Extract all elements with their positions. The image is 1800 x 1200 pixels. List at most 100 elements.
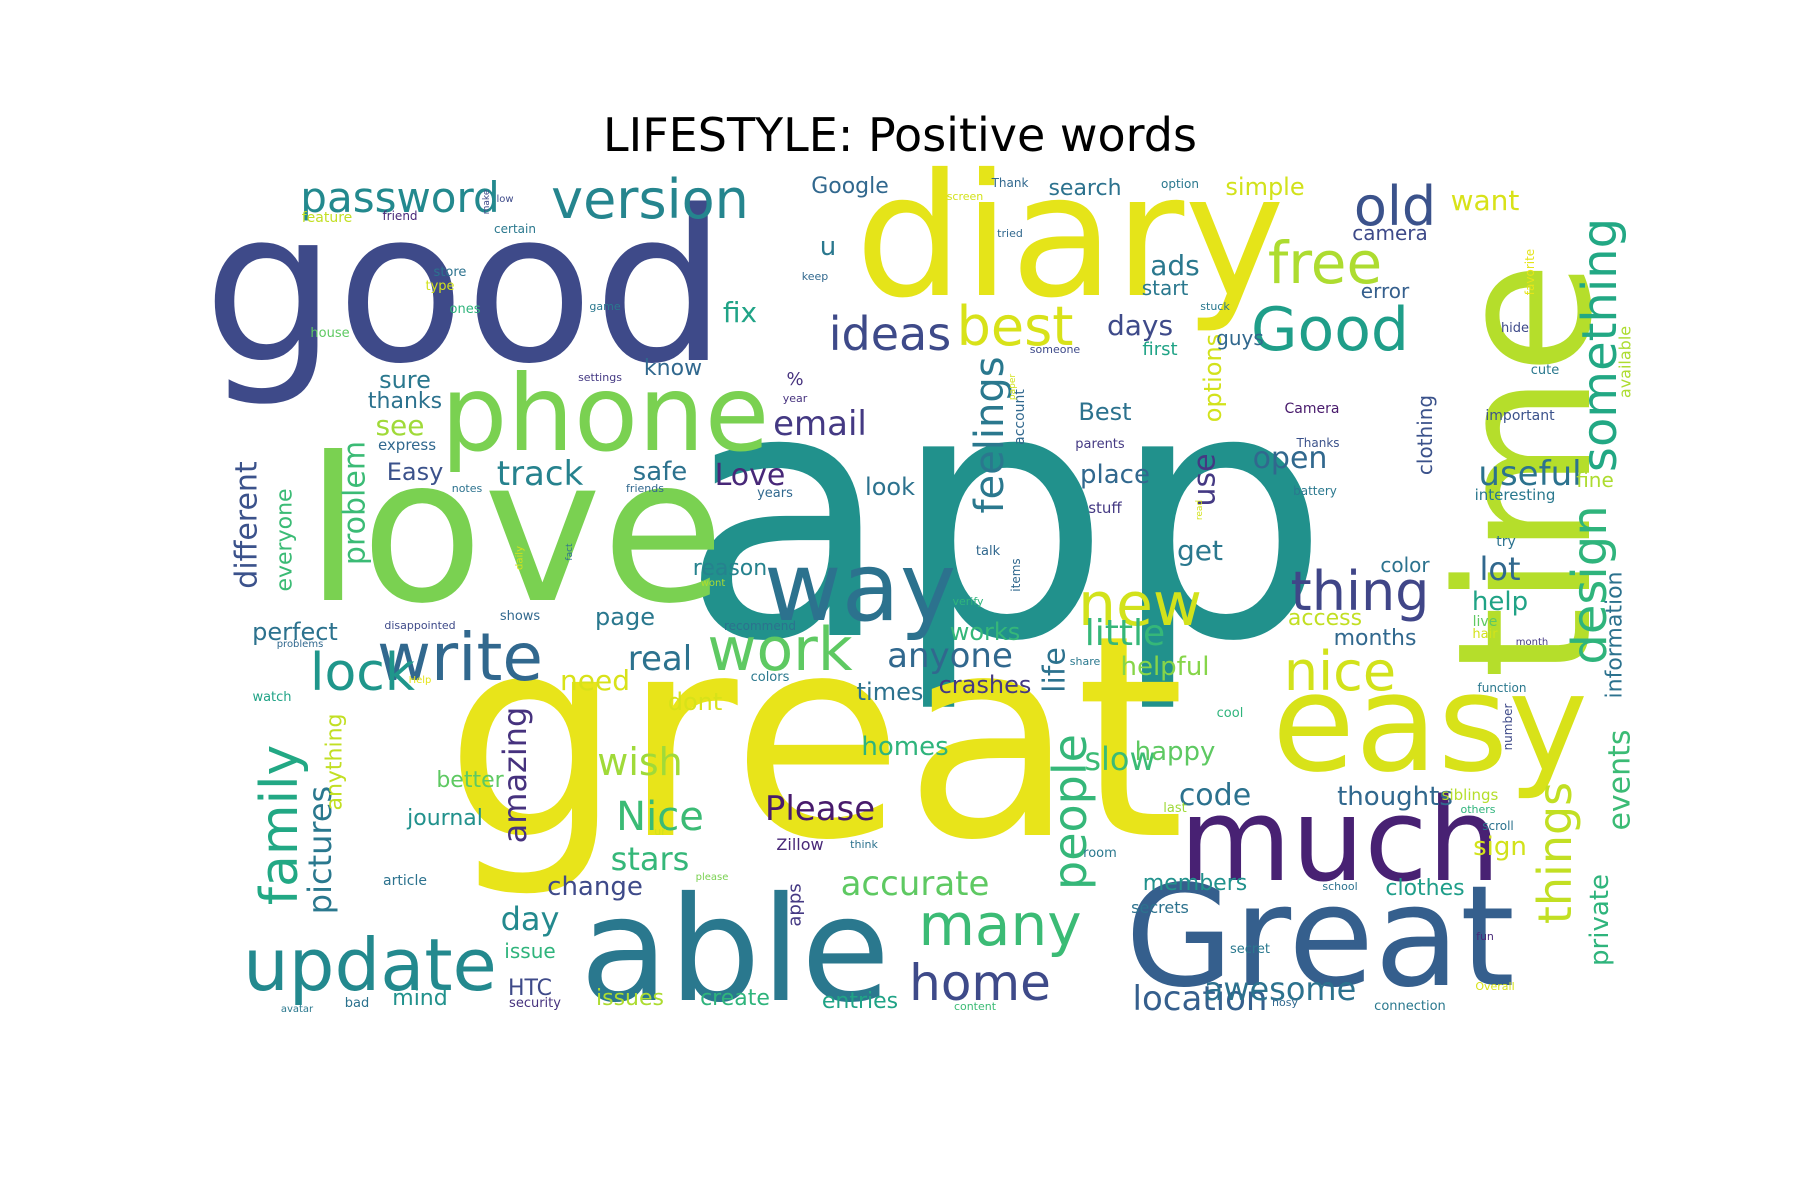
word-guys: guys <box>1216 326 1264 350</box>
word-useful: useful <box>1478 454 1581 494</box>
word-color: color <box>1380 553 1430 577</box>
word-daily: daily <box>515 546 526 570</box>
word-stars: stars <box>611 840 690 878</box>
word-express: express <box>378 436 436 454</box>
word-start: start <box>1142 276 1189 300</box>
word-bad: bad <box>345 996 369 1011</box>
word-thanks: thanks <box>368 389 442 414</box>
word-best: Best <box>1078 398 1131 426</box>
word-best: best <box>957 295 1074 358</box>
word-house: house <box>310 326 349 341</box>
word-zillow: Zillow <box>776 835 823 854</box>
word-function: function <box>1477 681 1526 695</box>
word-nice: Nice <box>616 794 704 840</box>
word-lock: lock <box>310 643 415 703</box>
word-game: game <box>589 300 620 313</box>
word-lot: lot <box>1479 550 1520 588</box>
word-school: school <box>1322 880 1357 893</box>
word-fun: fun <box>1476 930 1494 943</box>
word-fine: fine <box>1576 468 1614 492</box>
word-recommend: recommend <box>724 619 796 633</box>
word-old: old <box>1354 175 1436 238</box>
word-way: way <box>764 533 956 643</box>
word-people: people <box>1043 734 1097 890</box>
word-stuff: stuff <box>1088 499 1122 517</box>
word-talk: talk <box>976 544 1001 559</box>
word-information: information <box>1603 572 1628 699</box>
word-thing: thing <box>1291 560 1430 623</box>
word-available: available <box>1616 326 1635 398</box>
word-know: know <box>644 356 702 381</box>
word-cute: cute <box>1531 363 1559 378</box>
word-works: works <box>950 618 1021 646</box>
word-issues: issues <box>596 986 664 1011</box>
word-little: little <box>1085 613 1165 654</box>
word-overall: Overall <box>1475 980 1514 993</box>
word-disappointed: disappointed <box>384 619 455 632</box>
word-dont: dont <box>668 688 723 716</box>
word-avatar: avatar <box>281 1004 314 1015</box>
word-good: good <box>203 165 727 410</box>
word-option: option <box>1161 177 1199 191</box>
word-siblings: siblings <box>1442 786 1499 804</box>
word-clothes: clothes <box>1385 876 1464 901</box>
word-first: first <box>1142 339 1177 360</box>
word-interesting: interesting <box>1475 486 1556 504</box>
word-real: real <box>628 639 692 679</box>
word-percent: % <box>786 369 803 390</box>
word-private: private <box>1585 874 1615 966</box>
word-email: email <box>773 404 867 444</box>
word-someone: someone <box>1030 343 1081 356</box>
word-store: store <box>434 265 467 280</box>
word-homes: homes <box>861 732 948 762</box>
word-place: place <box>1080 460 1150 490</box>
word-great: great <box>445 576 1185 902</box>
word-favorite: favorite <box>1523 249 1537 295</box>
word-many: many <box>918 891 1081 959</box>
word-tried: tried <box>997 227 1023 240</box>
word-verify: verify <box>952 595 984 608</box>
word-thank: Thank <box>991 176 1029 190</box>
word-much: much <box>1179 774 1500 908</box>
word-something: something <box>1572 218 1628 472</box>
word-sign: sign <box>1473 832 1527 862</box>
word-try: try <box>1496 534 1516 550</box>
word-read: read <box>1195 500 1205 520</box>
word-want: want <box>1451 184 1520 217</box>
word-low: low <box>496 194 513 205</box>
word-items: items <box>1009 558 1023 591</box>
word-able: able <box>580 866 890 1035</box>
word-feature: feature <box>302 210 353 226</box>
word-clothing: clothing <box>1413 395 1437 475</box>
word-battery: battery <box>1293 484 1337 498</box>
word-screen: screen <box>947 190 984 203</box>
word-article: article <box>383 873 427 889</box>
word-perfect: perfect <box>252 618 338 646</box>
word-number: number <box>1501 704 1515 751</box>
word-see: see <box>375 409 424 442</box>
word-colors: colors <box>751 670 790 685</box>
word-nice: nice <box>1284 640 1396 703</box>
word-ur: ur <box>654 825 666 838</box>
word-options: options <box>1199 334 1227 422</box>
word-camera: Camera <box>1285 401 1340 417</box>
word-happy: happy <box>1135 737 1216 767</box>
word-secrets: secrets <box>1131 898 1189 917</box>
word-error: error <box>1361 279 1410 303</box>
word-everyone: everyone <box>273 488 298 591</box>
word-password: password <box>300 173 499 222</box>
word-open: open <box>1253 441 1328 476</box>
word-watch: watch <box>252 690 291 705</box>
word-cool: cool <box>1217 706 1244 721</box>
word-please: Please <box>765 789 875 829</box>
word-safe: safe <box>633 457 688 487</box>
word-diary: diary <box>855 138 1285 336</box>
word-easy: easy <box>1272 645 1588 802</box>
word-events: events <box>1603 729 1638 830</box>
word-family: family <box>250 745 310 906</box>
word-connection: connection <box>1374 999 1446 1014</box>
word-easy: Easy <box>387 458 444 486</box>
word-fix: fix <box>723 296 757 329</box>
